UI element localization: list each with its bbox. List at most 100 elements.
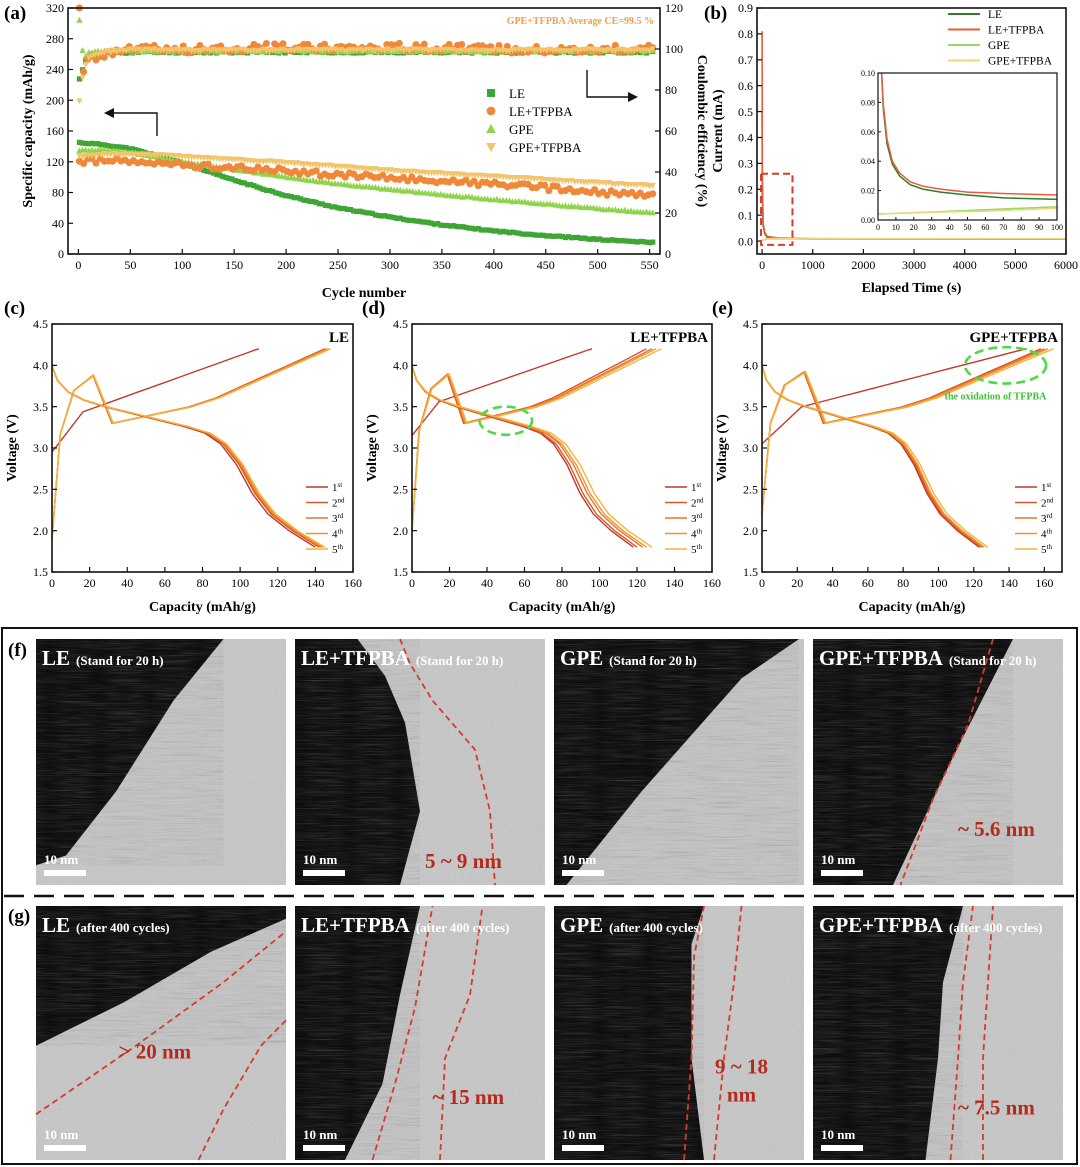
- legend-label: 3rd: [691, 512, 703, 525]
- legend-label: 1st: [1041, 481, 1051, 494]
- panel-e-xtick-label: 160: [1035, 576, 1053, 590]
- charge-curve-cycle-2: [51, 348, 326, 539]
- capacity-point: [238, 179, 245, 186]
- scale-bar: [303, 870, 345, 876]
- legend-label: 1st: [691, 481, 701, 494]
- capacity-point: [606, 237, 612, 243]
- capacity-point: [550, 233, 556, 240]
- panel-d-title: LE+TFPBA: [630, 330, 708, 346]
- capacity-point: [484, 227, 491, 233]
- panel-e-ytick-label: 3.5: [743, 400, 758, 414]
- panel-e-xtick-label: 40: [827, 576, 839, 590]
- capacity-point: [522, 231, 528, 237]
- interface-boundary: [949, 905, 994, 1161]
- panel-d-ytick-label: 3.0: [393, 441, 408, 455]
- capacity-point: [419, 219, 425, 225]
- legend-superscript: st: [1047, 481, 1052, 489]
- panel-b-ytick-label: 0.1: [738, 208, 753, 222]
- capacity-point: [232, 178, 238, 184]
- legend-number: 2: [1041, 498, 1047, 510]
- capacity-point: [301, 197, 307, 203]
- panel-a-xtick-label: 350: [433, 258, 451, 272]
- panel-b-label: (b): [704, 3, 727, 24]
- interface-boundary: [899, 638, 994, 886]
- tem-image-row-f-1: LE (Stand for 20 h) 10 nm: [36, 639, 286, 885]
- legend-number: 3: [691, 513, 697, 525]
- capacity-point: [270, 188, 276, 194]
- capacity-point: [438, 222, 444, 228]
- capacity-point: [363, 210, 369, 216]
- panel-c-ytick-label: 3.0: [33, 441, 48, 455]
- row-g-label: (g): [8, 906, 30, 927]
- panel-b-ytick-label: 0.7: [738, 53, 753, 67]
- capacity-point: [463, 224, 469, 230]
- panel-d-xtick-label: 20: [444, 576, 456, 590]
- legend-number: 5: [691, 544, 697, 556]
- capacity-point: [541, 232, 547, 238]
- legend-marker: [486, 123, 496, 133]
- legend-label: 5th: [332, 543, 343, 556]
- capacity-point: [519, 231, 525, 237]
- legend-label: 4th: [332, 528, 343, 541]
- legend-superscript: st: [338, 481, 343, 489]
- ce-point: [420, 40, 428, 48]
- capacity-point: [413, 218, 419, 224]
- ce-point: [80, 68, 88, 76]
- legend-label: 4th: [691, 528, 702, 541]
- panel-a-xtick-label: 0: [75, 258, 81, 272]
- panel-c-xtick-label: 20: [84, 576, 96, 590]
- capacity-point: [329, 204, 335, 210]
- legend-label: 2nd: [691, 497, 704, 510]
- tem-sample-name: GPE+TFPBA: [819, 913, 944, 937]
- scale-bar-label: 10 nm: [303, 1127, 337, 1142]
- capacity-point: [326, 203, 332, 209]
- capacity-point: [291, 195, 298, 201]
- capacity-point: [251, 183, 257, 189]
- series-gpe-tfpba: [76, 46, 656, 190]
- panel-a-xtick-label: 50: [124, 258, 136, 272]
- capacity-point: [263, 187, 269, 193]
- capacity-point: [391, 215, 397, 221]
- capacity-point: [562, 234, 569, 241]
- tem-lattice-fringes: [554, 639, 799, 885]
- ce-point: [422, 46, 429, 53]
- capacity-point: [210, 170, 217, 176]
- panel-a-ytick-label: 160: [46, 124, 64, 138]
- panel-a-y2tick-label: 60: [665, 124, 677, 138]
- panel-e-xtick-label: 100: [929, 576, 947, 590]
- capacity-point: [354, 208, 360, 215]
- inset-xtick-label: 70: [999, 223, 1007, 232]
- capacity-point: [444, 222, 450, 229]
- highlight-ellipse: [478, 405, 534, 437]
- capacity-point: [432, 221, 438, 227]
- panel-b-legend: LE LE+TFPBA GPE GPE+TFPBA: [948, 9, 1053, 68]
- capacity-point: [528, 231, 534, 237]
- panel-e-title: GPE+TFPBA: [969, 330, 1058, 346]
- ce-point: [321, 40, 329, 48]
- capacity-point: [204, 160, 212, 168]
- panel-c-ytick-label: 4.0: [33, 359, 48, 373]
- capacity-point: [497, 229, 503, 235]
- capacity-point: [469, 225, 475, 231]
- capacity-point: [341, 173, 349, 181]
- capacity-point: [213, 171, 220, 177]
- panel-a-xtick-label: 400: [485, 258, 503, 272]
- tem-title: LE+TFPBA (after 400 cycles): [301, 913, 509, 937]
- ce-point: [568, 48, 575, 55]
- inset-xtick-label: 10: [892, 223, 900, 232]
- panel-b-xtick-label: 3000: [902, 258, 926, 272]
- ce-point: [107, 49, 114, 56]
- tem-lattice-fringes: [554, 906, 704, 1160]
- scale-bar: [821, 1145, 863, 1151]
- capacity-point: [257, 185, 263, 191]
- panel-d-ytick-label: 2.5: [393, 483, 408, 497]
- scale-bar-label: 10 nm: [821, 852, 855, 867]
- ce-point: [630, 48, 638, 55]
- capacity-point: [612, 237, 618, 243]
- scale-bar-label: 10 nm: [562, 1127, 596, 1142]
- capacity-point: [466, 225, 472, 231]
- zoom-region-box: [760, 172, 794, 246]
- panel-c-xtick-label: 160: [344, 576, 362, 590]
- charge-curve-cycle-4: [411, 348, 657, 531]
